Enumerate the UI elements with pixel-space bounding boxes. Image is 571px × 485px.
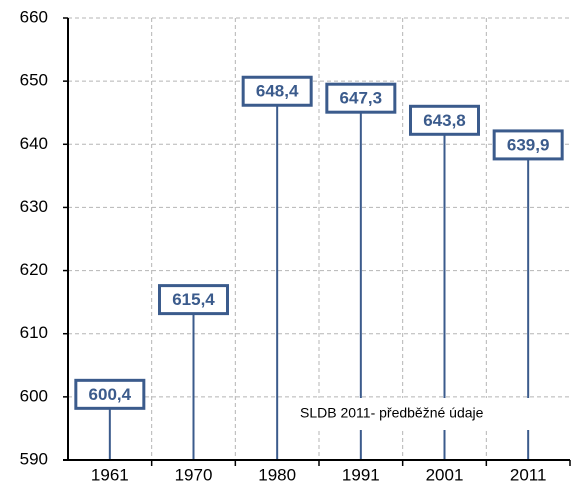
y-tick-label: 590 — [20, 449, 48, 468]
value-label-box — [409, 104, 480, 136]
value-label: 647,3 — [340, 89, 383, 108]
value-label: 600,4 — [89, 385, 132, 404]
y-tick-label: 600 — [20, 386, 48, 405]
x-tick-label: 2011 — [510, 465, 547, 484]
value-label-box — [74, 378, 146, 410]
x-tick-label: 1961 — [91, 465, 129, 484]
value-label-box — [241, 75, 313, 107]
x-tick-label: 1991 — [342, 465, 380, 484]
value-label-box — [492, 129, 564, 161]
y-tick-label: 610 — [20, 323, 48, 342]
annotation: SLDB 2011- předběžné údaje — [300, 405, 484, 421]
y-tick-label: 660 — [20, 7, 48, 26]
value-label-box — [158, 284, 229, 316]
y-tick-label: 630 — [20, 197, 48, 216]
value-label: 648,4 — [256, 82, 299, 101]
x-tick-label: 1980 — [258, 465, 296, 484]
y-tick-label: 620 — [20, 260, 48, 279]
x-tick-label: 1970 — [175, 465, 213, 484]
value-label: 615,4 — [172, 290, 215, 309]
annotation-bg — [296, 398, 546, 430]
y-tick-label: 640 — [20, 134, 48, 153]
y-tick-label: 650 — [20, 71, 48, 90]
value-label: 639,9 — [507, 135, 550, 154]
x-tick-label: 2001 — [426, 465, 464, 484]
value-label: 643,8 — [423, 111, 466, 130]
value-label-box — [325, 82, 397, 114]
